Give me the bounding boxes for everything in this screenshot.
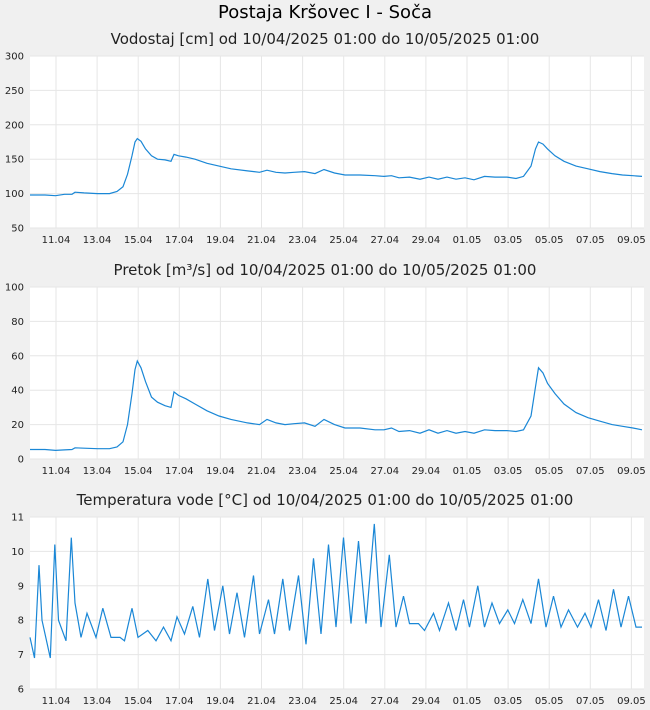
y-tick-label: 100 <box>5 283 24 294</box>
y-tick-label: 9 <box>18 581 24 592</box>
x-tick-label: 09.05 <box>617 696 646 707</box>
page-title: Postaja Kršovec I - Soča <box>218 2 432 23</box>
x-tick-label: 09.05 <box>617 466 646 477</box>
x-tick-label: 19.04 <box>206 696 235 707</box>
x-tick-label: 07.05 <box>576 696 605 707</box>
x-tick-label: 11.04 <box>42 466 71 477</box>
y-tick-label: 7 <box>18 650 24 661</box>
y-tick-label: 100 <box>5 189 24 200</box>
x-tick-label: 05.05 <box>535 466 564 477</box>
y-tick-label: 60 <box>11 351 24 362</box>
y-tick-label: 80 <box>11 317 24 328</box>
x-tick-label: 01.05 <box>453 235 482 246</box>
x-tick-label: 23.04 <box>288 235 317 246</box>
x-tick-label: 03.05 <box>494 466 523 477</box>
x-tick-label: 11.04 <box>42 696 71 707</box>
y-tick-label: 150 <box>5 155 24 166</box>
x-tick-label: 15.04 <box>124 235 153 246</box>
y-tick-label: 300 <box>5 52 24 63</box>
x-tick-label: 19.04 <box>206 466 235 477</box>
x-tick-label: 07.05 <box>576 466 605 477</box>
y-tick-label: 11 <box>11 513 24 524</box>
chart-title-vodostaj: Vodostaj [cm] od 10/04/2025 01:00 do 10/… <box>110 30 540 48</box>
x-tick-label: 27.04 <box>370 696 399 707</box>
x-tick-label: 17.04 <box>165 235 194 246</box>
series-line <box>29 523 642 659</box>
x-tick-label: 03.05 <box>494 235 523 246</box>
x-tick-label: 13.04 <box>83 235 112 246</box>
chart-pretok: 0 20 40 60 80 100 11.04 13.04 15.04 17.04 19.04 21.… <box>5 283 646 477</box>
x-tick-label: 17.04 <box>165 696 194 707</box>
x-tick-label: 21.04 <box>247 466 276 477</box>
y-tick-label: 6 <box>18 685 24 696</box>
y-tick-label: 8 <box>18 616 24 627</box>
x-tick-label: 29.04 <box>412 235 441 246</box>
plot-area <box>30 287 644 459</box>
x-tick-label: 23.04 <box>288 696 317 707</box>
x-tick-label: 05.05 <box>535 696 564 707</box>
chart-title-pretok: Pretok [m³/s] od 10/04/2025 01:00 do 10/… <box>113 261 537 279</box>
x-tick-label: 13.04 <box>83 696 112 707</box>
x-tick-label: 25.04 <box>329 696 358 707</box>
y-tick-label: 250 <box>5 86 24 97</box>
x-tick-label: 19.04 <box>206 235 235 246</box>
x-tick-label: 29.04 <box>412 696 441 707</box>
x-tick-label: 17.04 <box>165 466 194 477</box>
series-line <box>30 137 643 197</box>
x-tick-label: 15.04 <box>124 696 153 707</box>
plot-area <box>30 56 644 228</box>
x-tick-label: 11.04 <box>42 235 71 246</box>
x-tick-label: 07.05 <box>576 235 605 246</box>
chart-temperatura: 6 7 8 9 10 11 11.04 13.04 15.04 17.04 19.04 21.04 23… <box>11 513 646 707</box>
chart-vodostaj: 50 100 150 200 250 300 11.04 13.04 15.04 17.04 19.… <box>5 52 646 246</box>
chart-title-temperatura: Temperatura vode [°C] od 10/04/2025 01:0… <box>76 491 574 509</box>
x-tick-label: 29.04 <box>412 466 441 477</box>
x-tick-label: 25.04 <box>329 235 358 246</box>
x-tick-label: 23.04 <box>288 466 317 477</box>
y-tick-label: 200 <box>5 120 24 131</box>
x-tick-label: 25.04 <box>329 466 358 477</box>
y-tick-label: 40 <box>11 386 24 397</box>
x-tick-label: 27.04 <box>370 235 399 246</box>
series-line <box>30 359 643 452</box>
x-tick-label: 05.05 <box>535 235 564 246</box>
x-tick-label: 21.04 <box>247 696 276 707</box>
x-tick-label: 03.05 <box>494 696 523 707</box>
x-tick-label: 21.04 <box>247 235 276 246</box>
y-tick-label: 10 <box>11 547 24 558</box>
x-tick-label: 27.04 <box>370 466 399 477</box>
x-tick-label: 01.05 <box>453 466 482 477</box>
y-tick-label: 50 <box>11 224 24 235</box>
y-tick-label: 20 <box>11 420 24 431</box>
x-tick-label: 09.05 <box>617 235 646 246</box>
y-tick-label: 0 <box>18 455 24 466</box>
x-tick-label: 13.04 <box>83 466 112 477</box>
x-tick-label: 01.05 <box>453 696 482 707</box>
x-tick-label: 15.04 <box>124 466 153 477</box>
